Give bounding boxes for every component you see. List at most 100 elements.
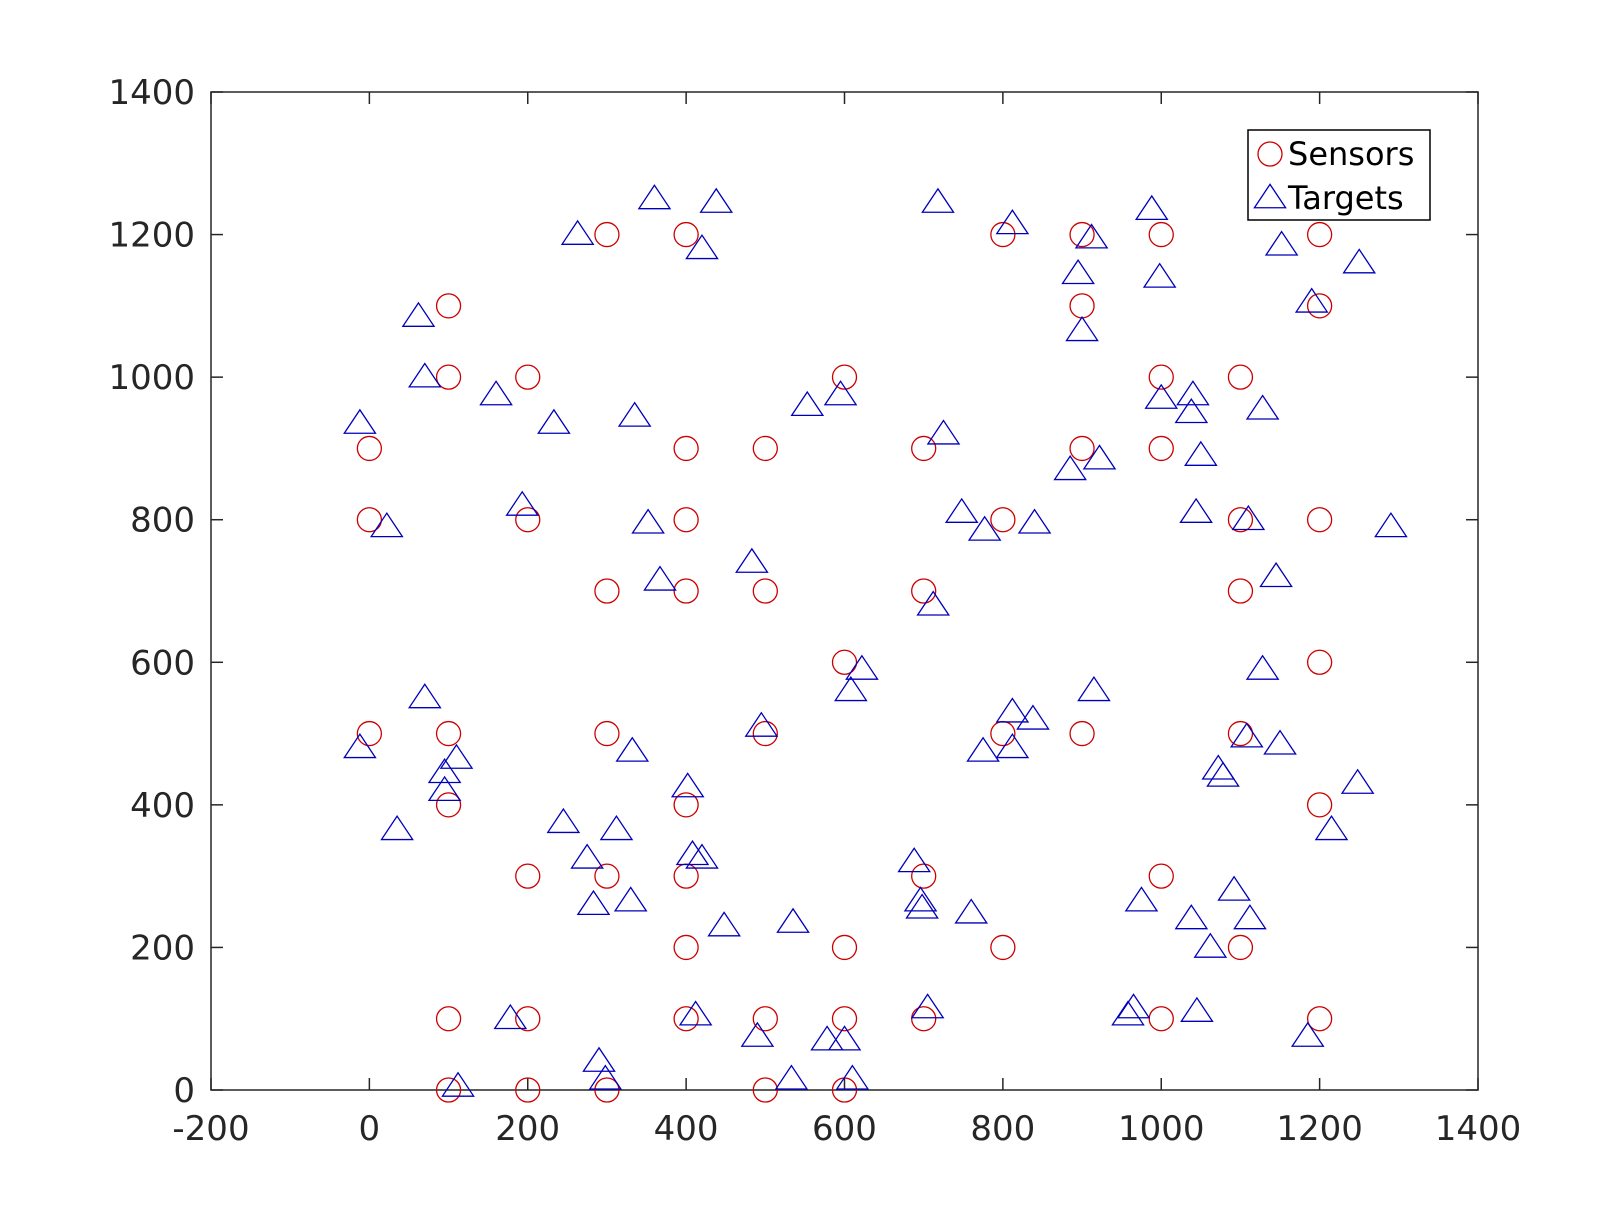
target-point [995, 733, 1030, 759]
sensor-point [1069, 221, 1095, 248]
legend-label: Targets [1287, 179, 1404, 217]
target-point [774, 1064, 809, 1090]
target-point [905, 893, 939, 919]
target-point [903, 886, 938, 912]
legend: Sensors Targets [1247, 129, 1431, 221]
target-point [1229, 722, 1264, 748]
sensor-point [1148, 364, 1174, 390]
y-tick-label: 600 [130, 643, 195, 683]
y-tick-label: 800 [130, 501, 195, 541]
target-point [637, 184, 672, 210]
target-point [707, 911, 741, 937]
target-point [790, 390, 825, 417]
target-point [1193, 932, 1228, 958]
target-point [369, 512, 404, 538]
target-point [1017, 508, 1052, 534]
target-point [643, 565, 677, 591]
y-tick-label: 1400 [108, 73, 195, 113]
sensor-point [831, 1006, 858, 1032]
sensor-point [1306, 293, 1333, 319]
target-point [380, 814, 414, 841]
sensor-point [1069, 293, 1095, 319]
target-point [1176, 380, 1210, 406]
target-point [401, 301, 436, 327]
target-point [1061, 258, 1095, 285]
sensor-point [831, 364, 858, 390]
sensor-point [673, 578, 699, 604]
sensor-point [911, 863, 937, 889]
sensor-point [831, 649, 858, 675]
target-point [1142, 262, 1177, 288]
x-tick-label: 800 [970, 1109, 1035, 1149]
sensor-point [1306, 221, 1333, 248]
target-point [897, 847, 931, 873]
sensor-point [911, 435, 937, 462]
target-point [926, 419, 961, 445]
sensor-point [1227, 364, 1254, 390]
sensor-point [1306, 1006, 1333, 1032]
sensor-point [356, 435, 383, 462]
y-tick-label: 0 [173, 1071, 195, 1111]
target-point [916, 590, 951, 616]
sensor-point [435, 720, 462, 747]
sensor-point [1148, 1006, 1174, 1032]
sensor-point [911, 1006, 937, 1032]
sensor-point [673, 1006, 699, 1032]
target-point [1124, 886, 1159, 912]
target-point [613, 886, 648, 912]
target-point [944, 497, 979, 523]
target-point [1116, 993, 1151, 1019]
target-point [1174, 397, 1209, 424]
target-point [776, 907, 810, 933]
sensor-point [673, 435, 699, 462]
target-point [1065, 315, 1099, 342]
sensor-point [990, 934, 1016, 961]
sensor-point [990, 507, 1016, 533]
target-point [615, 736, 650, 762]
sensor-point [1069, 720, 1095, 747]
target-point [1016, 704, 1050, 730]
sensor-point [515, 1077, 541, 1103]
target-point [1231, 504, 1266, 531]
sensor-point [1306, 792, 1333, 818]
target-point [1340, 768, 1375, 794]
target-point [1174, 904, 1209, 930]
sensor-point [515, 1006, 541, 1032]
target-point [439, 743, 474, 769]
x-tick-label: 400 [654, 1109, 719, 1149]
sensor-point [1306, 649, 1333, 675]
target-point [827, 1025, 862, 1051]
target-point [1233, 904, 1267, 930]
legend-sensor-marker [1257, 141, 1283, 167]
sensor-point [594, 1077, 620, 1103]
target-point [954, 898, 989, 924]
target-point [1180, 996, 1214, 1022]
x-tick-label: 1200 [1276, 1109, 1363, 1149]
target-point [1245, 654, 1280, 680]
target-point [343, 408, 377, 434]
target-point [1217, 875, 1251, 901]
target-point [835, 1064, 870, 1090]
x-tick-label: 0 [359, 1109, 381, 1149]
target-point [921, 187, 955, 213]
target-point [834, 675, 868, 702]
target-point [744, 711, 779, 737]
target-point [1374, 512, 1408, 538]
sensor-point [515, 863, 541, 889]
y-tick-label: 200 [130, 928, 195, 968]
target-point [570, 843, 604, 869]
target-point [1314, 814, 1349, 841]
target-point [910, 993, 945, 1019]
target-point [560, 219, 595, 245]
target-point [1144, 383, 1179, 409]
sensor-point [752, 435, 778, 462]
axes: -200 0 200 400 600 800 1000 1200 140002004006008… [108, 73, 1521, 1149]
sensor-point [831, 934, 858, 961]
sensor-point [1148, 221, 1174, 248]
target-point [735, 547, 769, 573]
target-point [685, 843, 719, 869]
target-point [1259, 561, 1293, 588]
sensor-point [673, 221, 699, 248]
target-point [479, 380, 513, 406]
